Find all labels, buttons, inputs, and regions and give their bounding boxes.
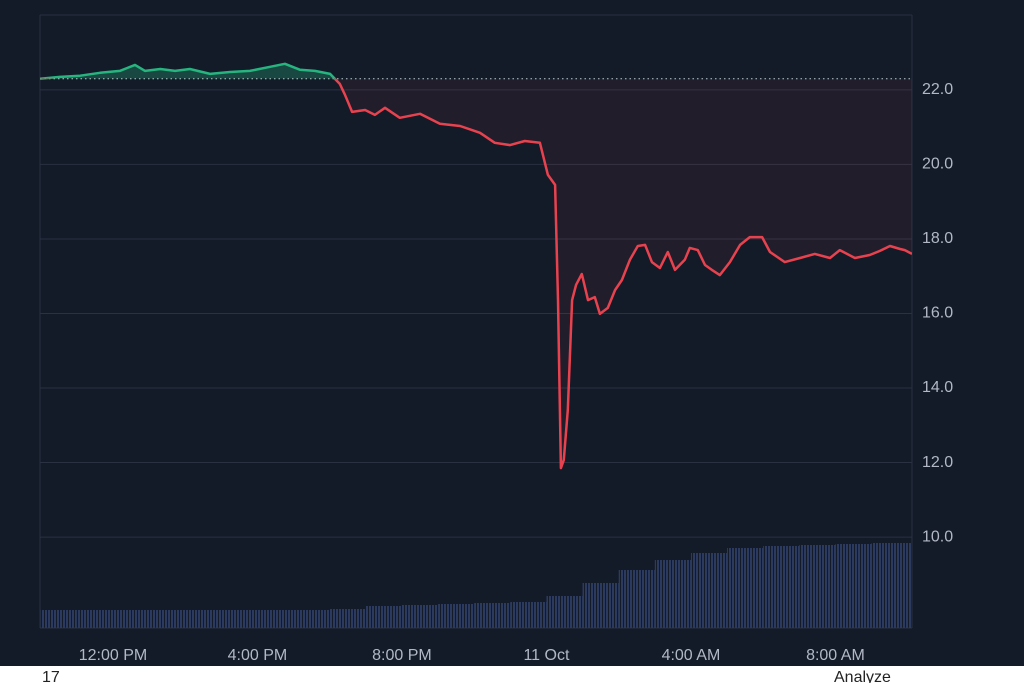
price-line: [40, 62, 337, 79]
y-tick-label: 10.0: [922, 528, 953, 545]
price-line: [40, 78, 912, 470]
volume-bar: [871, 543, 912, 628]
plot: 10.0 12.0 14.0 16.0 18.0 20.0 22.0 12:00 PM 4:00…: [39, 14, 953, 664]
volume-bar: [546, 596, 583, 628]
y-tick-label: 22.0: [922, 81, 953, 98]
x-tick-label: 11 Oct: [523, 647, 570, 664]
x-tick-label: 12:00 PM: [79, 647, 147, 664]
x-tick-label: 4:00 PM: [228, 647, 288, 664]
volume-bar: [582, 583, 619, 628]
volume-bar: [474, 603, 511, 628]
volume-bar: [329, 609, 366, 628]
y-tick-label: 18.0: [922, 230, 953, 247]
y-tick-label: 14.0: [922, 379, 953, 396]
volume-bar: [257, 610, 294, 628]
volume-bar: [185, 610, 222, 628]
y-tick-label: 12.0: [922, 454, 953, 471]
volume-bar: [510, 602, 547, 628]
volume-bar: [438, 604, 475, 628]
volume-bar: [690, 553, 728, 628]
x-tick-label: 8:00 AM: [806, 647, 865, 664]
volume-bar: [799, 545, 836, 628]
volume-bar: [293, 610, 330, 628]
volume-bar: [727, 548, 764, 628]
annotation: 17: [42, 669, 60, 683]
volume-bar: [365, 606, 402, 628]
area-above: [40, 63, 335, 79]
y-tick-label: 16.0: [922, 305, 953, 322]
y-tick-label: 20.0: [922, 156, 953, 173]
area-below: [40, 78, 912, 469]
volume-bar: [654, 560, 691, 628]
volume-bar: [112, 610, 150, 628]
volume-bar: [401, 605, 439, 628]
volume-bar: [149, 610, 186, 628]
x-tick-label: 4:00 AM: [662, 647, 721, 664]
volume-bar: [76, 610, 113, 628]
volume-bar: [763, 546, 800, 628]
x-tick-label: 8:00 PM: [372, 647, 432, 664]
annotation: Analyze: [834, 669, 891, 683]
volume-bar: [40, 610, 77, 628]
volume-bar: [221, 610, 258, 628]
volume-bar: [618, 570, 655, 628]
volume-bar: [835, 544, 872, 628]
